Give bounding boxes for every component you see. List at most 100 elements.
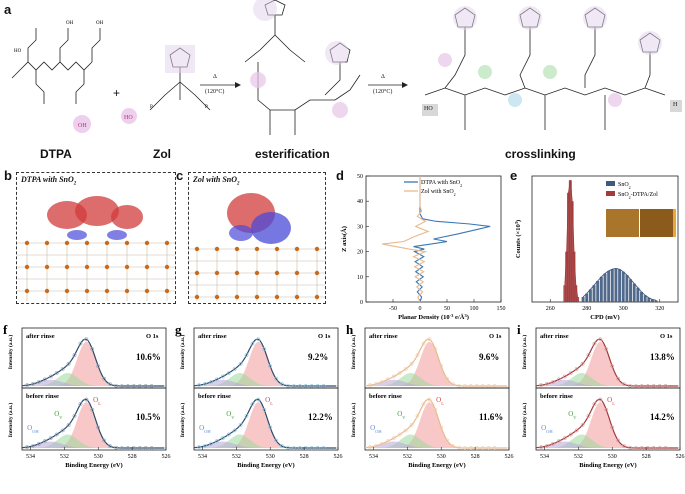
endgroup-left: HO bbox=[424, 106, 433, 112]
data-point bbox=[149, 446, 154, 450]
subplot-frame bbox=[535, 387, 681, 451]
label-esterification: esterification bbox=[255, 147, 330, 161]
data-point bbox=[657, 446, 662, 450]
y-axis-label: Intensity (a.u.) bbox=[179, 335, 186, 370]
subplot-frame bbox=[193, 387, 339, 451]
legend-swatch bbox=[606, 181, 615, 186]
data-point bbox=[31, 382, 35, 386]
x-tick-label: 320 bbox=[655, 306, 664, 312]
x-tick-label: 534 bbox=[198, 454, 207, 460]
histogram-bar bbox=[636, 287, 640, 302]
data-point bbox=[268, 425, 273, 430]
data-point bbox=[474, 384, 479, 388]
panel-c-letter: c bbox=[176, 168, 184, 183]
subplot-frame bbox=[21, 387, 167, 451]
y-tick-label: 40 bbox=[357, 199, 363, 205]
x-tick-label: 534 bbox=[26, 454, 35, 460]
dtpa-molecule bbox=[11, 28, 101, 104]
histogram-bar bbox=[650, 299, 654, 302]
data-point bbox=[108, 382, 112, 387]
histogram-bar bbox=[581, 296, 585, 302]
ol-peak bbox=[365, 402, 509, 448]
data-point bbox=[468, 384, 473, 388]
panel-e-letter: e bbox=[510, 168, 518, 183]
data-point bbox=[551, 441, 555, 446]
data-point bbox=[568, 432, 573, 437]
data-point bbox=[463, 384, 467, 388]
data-point bbox=[433, 347, 438, 352]
y-axis-label: Counts (×103) bbox=[514, 220, 523, 258]
x-axis-label: Binding Energy (eV) bbox=[65, 462, 122, 469]
histogram-bar bbox=[585, 293, 589, 302]
data-point bbox=[66, 423, 71, 427]
panel-b-atoms bbox=[24, 240, 170, 294]
envelope-line bbox=[364, 398, 508, 449]
data-point bbox=[131, 384, 136, 388]
panel-a-schematic: OH HO OH OH HO P P bbox=[11, 0, 682, 135]
data-point bbox=[78, 402, 83, 406]
data-point bbox=[203, 382, 207, 386]
data-point bbox=[580, 361, 585, 366]
rinse-label: after rinse bbox=[198, 333, 227, 340]
afm-image-right bbox=[640, 209, 673, 237]
data-point bbox=[397, 371, 402, 375]
data-point bbox=[262, 407, 267, 412]
data-point bbox=[468, 446, 473, 450]
percent-label: 9.6% bbox=[479, 352, 499, 362]
percent-label: 10.5% bbox=[136, 412, 161, 422]
data-point bbox=[274, 376, 279, 381]
data-point bbox=[598, 397, 603, 402]
data-point bbox=[203, 443, 207, 448]
data-point bbox=[96, 425, 101, 430]
data-point bbox=[545, 443, 549, 448]
svg-text:P: P bbox=[205, 105, 208, 110]
data-point bbox=[256, 397, 261, 402]
data-point bbox=[391, 374, 396, 379]
data-point bbox=[232, 367, 237, 371]
histogram-bar bbox=[563, 285, 567, 302]
panel-b-structure bbox=[17, 196, 175, 301]
histogram-bar bbox=[592, 285, 596, 302]
y-tick-label: 30 bbox=[357, 224, 363, 230]
panel-d-letter: d bbox=[336, 168, 344, 183]
data-point bbox=[616, 438, 621, 443]
envelope-line bbox=[21, 338, 165, 387]
data-point bbox=[403, 367, 408, 371]
data-point bbox=[37, 380, 41, 384]
ooh-peak bbox=[22, 441, 166, 448]
data-point bbox=[286, 383, 290, 388]
percent-label: 13.8% bbox=[650, 352, 675, 362]
data-point bbox=[90, 407, 95, 412]
data-point bbox=[250, 402, 255, 406]
data-point bbox=[580, 423, 585, 427]
x-tick-label: 534 bbox=[369, 454, 378, 460]
ol-label: OL bbox=[607, 396, 615, 406]
data-point bbox=[622, 382, 626, 387]
data-point bbox=[48, 374, 53, 379]
ov-label: OV bbox=[568, 410, 577, 420]
label-zol: Zol bbox=[153, 147, 171, 161]
envelope-line bbox=[21, 398, 165, 449]
arrow-1-top: Δ bbox=[213, 74, 217, 80]
data-point bbox=[616, 376, 621, 381]
data-point bbox=[25, 383, 29, 388]
data-point bbox=[556, 377, 561, 382]
ooh-label: OOH bbox=[541, 424, 553, 434]
panel-letter: i bbox=[517, 322, 521, 337]
afm-image-left bbox=[606, 209, 639, 237]
svg-text:OH: OH bbox=[78, 123, 87, 129]
data-point bbox=[639, 446, 644, 450]
data-point bbox=[84, 337, 89, 342]
x-tick-label: 532 bbox=[232, 454, 241, 460]
data-point bbox=[226, 371, 231, 375]
envelope-line bbox=[364, 338, 508, 387]
histogram-bar bbox=[654, 300, 658, 302]
data-point bbox=[72, 353, 77, 357]
svg-text:OH: OH bbox=[66, 21, 74, 26]
data-point bbox=[439, 425, 444, 430]
envelope-line bbox=[535, 338, 679, 387]
data-point bbox=[651, 446, 656, 450]
ol-peak bbox=[536, 341, 680, 386]
ol-peak bbox=[365, 341, 509, 386]
data-point bbox=[592, 341, 597, 346]
